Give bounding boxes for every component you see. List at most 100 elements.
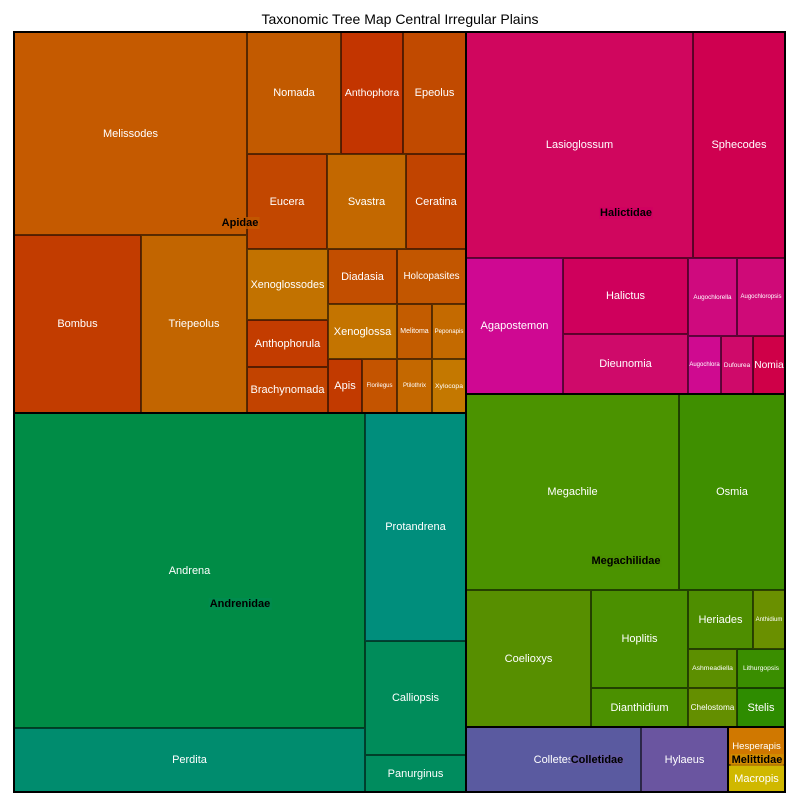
cell-label: Melitoma: [400, 328, 429, 335]
treemap-cell-heriades: Heriades: [688, 590, 753, 649]
treemap-cell-protandrena: Protandrena: [365, 413, 466, 641]
cell-label: Augochlora: [689, 362, 720, 368]
cell-label: Peponapis: [434, 328, 464, 335]
cell-label: Melissodes: [102, 127, 159, 140]
cell-label: Ptilothrix: [402, 383, 426, 389]
cell-label: Triepeolus: [168, 318, 220, 330]
cell-label: Holcopasites: [403, 271, 460, 282]
chart-title: Taxonomic Tree Map Central Irregular Pla…: [261, 11, 539, 27]
cell-label: Xenoglossodes: [250, 278, 325, 291]
cell-label: Xenoglossa: [333, 325, 392, 338]
cell-label: Ceratina: [415, 195, 457, 208]
cell-label: Panurginus: [387, 767, 444, 780]
cell-label: Dianthidium: [610, 701, 669, 714]
treemap-cell-agapostemon: Agapostemon: [466, 258, 563, 394]
treemap-cell-svastra: Svastra: [327, 154, 406, 249]
cell-label: Perdita: [172, 754, 207, 766]
cell-label: Hesperapis: [732, 740, 781, 752]
cell-label: Megachile: [547, 486, 598, 498]
treemap-cell-hylaeus: Hylaeus: [641, 727, 728, 792]
treemap-cell-florilegus: Florilegus: [362, 359, 397, 413]
treemap-cell-augochlora: Augochlora: [688, 336, 721, 394]
cell-label: Ashmeadiella: [692, 665, 733, 672]
family-label: Melittidae: [730, 754, 784, 766]
treemap-cell-brachynomada: Brachynomada: [247, 367, 328, 413]
treemap-cell-lithurgopsis: Lithurgopsis: [737, 649, 785, 688]
cell-label: Agapostemon: [480, 320, 549, 332]
cell-label: Anthophora: [344, 87, 400, 99]
treemap-cell-perdita: Perdita: [14, 728, 365, 792]
treemap-cell-lasioglossum: Lasioglossum: [466, 32, 693, 258]
treemap-cell-melissodes: Melissodes: [14, 32, 247, 235]
treemap-cell-nomia: Nomia: [753, 336, 785, 394]
treemap-cell-peponapis: Peponapis: [432, 304, 466, 359]
cell-label: Osmia: [716, 486, 748, 498]
cell-label: Xylocopa: [435, 382, 463, 390]
cell-label: Nomia: [754, 359, 784, 371]
treemap-cell-sphecodes: Sphecodes: [693, 32, 785, 258]
cell-label: Bombus: [57, 318, 98, 330]
treemap-cell-halictus: Halictus: [563, 258, 688, 334]
treemap-cell-xylocopa: Xylocopa: [432, 359, 466, 413]
treemap-cell-apis: Apis: [328, 359, 362, 413]
treemap-cell-dianthidium: Dianthidium: [591, 688, 688, 727]
treemap-cell-diadasia: Diadasia: [328, 249, 397, 304]
cell-label: Florilegus: [366, 383, 393, 389]
treemap-cell-augochlorella: Augochlorella: [688, 258, 737, 336]
cell-label: Diadasia: [341, 270, 384, 283]
cell-label: Apis: [334, 380, 356, 392]
treemap-cell-augochloropsis: Augochloropsis: [737, 258, 785, 336]
treemap-cell-epeolus: Epeolus: [403, 32, 466, 154]
cell-label: Hoplitis: [621, 633, 658, 645]
cell-label: Dieunomia: [599, 358, 652, 370]
treemap-cell-calliopsis: Calliopsis: [365, 641, 466, 755]
cell-label: Heriades: [698, 613, 743, 626]
treemap-cell-anthidium: Anthidium: [753, 590, 785, 649]
treemap-cell-anthophora: Anthophora: [341, 32, 403, 154]
treemap-cell-bombus: Bombus: [14, 235, 141, 413]
cell-label: Anthophorula: [254, 337, 321, 350]
cell-label: Augochloropsis: [740, 294, 782, 300]
family-label: Halictidae: [599, 207, 653, 219]
cell-label: Protandrena: [385, 521, 446, 533]
treemap-cell-ptilothrix: Ptilothrix: [397, 359, 432, 413]
cell-label: Andrena: [168, 564, 211, 577]
treemap-cell-panurginus: Panurginus: [365, 755, 466, 792]
cell-label: Halictus: [605, 290, 646, 302]
treemap-cell-eucera: Eucera: [247, 154, 327, 249]
cell-label: Lasioglossum: [545, 139, 614, 151]
cell-label: Eucera: [269, 195, 305, 208]
treemap-cell-hoplitis: Hoplitis: [591, 590, 688, 688]
cell-label: Svastra: [347, 195, 386, 208]
treemap-cell-coelioxys: Coelioxys: [466, 590, 591, 727]
cell-label: Sphecodes: [711, 139, 767, 151]
cell-label: Stelis: [747, 701, 775, 714]
cell-label: Chelostoma: [690, 703, 735, 712]
cell-label: Lithurgopsis: [742, 665, 780, 672]
cell-label: Colletes: [533, 753, 574, 766]
cell-label: Nomada: [273, 87, 315, 99]
cell-label: Coelioxys: [504, 652, 553, 665]
cell-label: Macropis: [734, 772, 779, 785]
treemap-cell-nomada: Nomada: [247, 32, 341, 154]
treemap-cell-triepeolus: Triepeolus: [141, 235, 247, 413]
treemap-cell-melitoma: Melitoma: [397, 304, 432, 359]
treemap-cell-holcopasites: Holcopasites: [397, 249, 466, 304]
family-label: Andrenidae: [208, 598, 272, 610]
cell-label: Epeolus: [414, 87, 455, 99]
cell-label: Dufourea: [723, 361, 751, 369]
treemap-cell-xenoglossodes: Xenoglossodes: [247, 249, 328, 320]
treemap-cell-dieunomia: Dieunomia: [563, 334, 688, 394]
treemap-cell-ceratina: Ceratina: [406, 154, 466, 249]
treemap-cell-andrena: Andrena: [14, 413, 365, 728]
treemap-cell-ashmeadiella: Ashmeadiella: [688, 649, 737, 688]
treemap-cell-anthophorula: Anthophorula: [247, 320, 328, 367]
cell-label: Calliopsis: [391, 692, 440, 704]
treemap-cell-dufourea: Dufourea: [721, 336, 753, 394]
cell-label: Brachynomada: [250, 384, 325, 396]
treemap-cell-osmia: Osmia: [679, 394, 785, 590]
cell-label: Anthidium: [755, 616, 783, 623]
family-label: Apidae: [220, 217, 260, 229]
cell-label: Hylaeus: [664, 753, 705, 766]
